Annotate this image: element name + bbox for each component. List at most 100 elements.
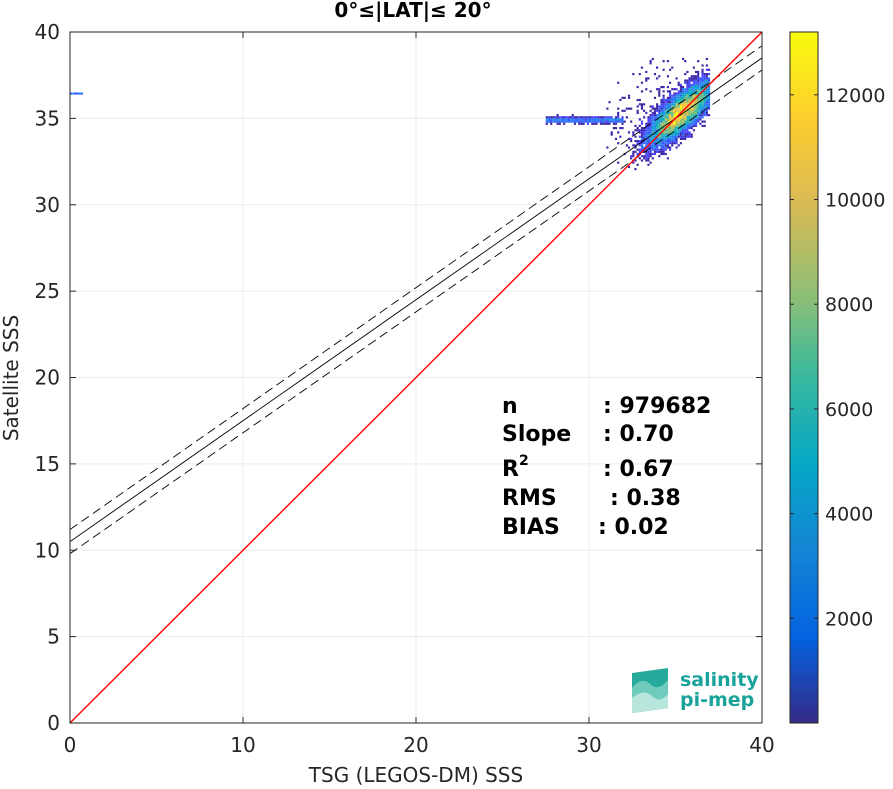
density-bin [660, 85, 663, 89]
density-bin [649, 127, 652, 130]
density-bin [671, 101, 674, 104]
density-bin [576, 120, 579, 123]
density-bin [694, 79, 698, 82]
density-bin [677, 120, 680, 123]
density-bin [666, 101, 670, 104]
density-bin [681, 131, 685, 134]
density-bin [673, 135, 676, 138]
density-bin [707, 94, 711, 97]
density-bin [591, 116, 594, 119]
density-bin [688, 79, 691, 82]
density-bin [697, 103, 700, 106]
colorbar-tick-label: 2000 [825, 608, 873, 630]
density-bin [666, 60, 670, 63]
density-bin [686, 92, 689, 95]
density-bin [649, 60, 652, 63]
density-bin [707, 103, 711, 106]
density-bin [550, 116, 553, 119]
density-bin [686, 101, 689, 104]
density-bin [645, 129, 648, 132]
density-bin [656, 133, 659, 136]
density-bin [669, 137, 672, 140]
density-bin [619, 135, 622, 138]
density-bin [640, 107, 644, 110]
density-bin [580, 118, 583, 121]
density-bin [697, 83, 700, 86]
density-bin [690, 94, 693, 97]
density-bin [703, 103, 706, 106]
density-bin [703, 83, 706, 86]
density-bin [580, 122, 583, 125]
density-bin [612, 122, 615, 125]
density-bin [692, 105, 695, 108]
density-bin [632, 144, 635, 147]
density-bin [707, 92, 711, 95]
density-bin [673, 114, 676, 117]
density-bin [664, 122, 667, 125]
density-bin [653, 142, 657, 145]
density-bin [604, 118, 607, 121]
stat-r2-sup: 2 [519, 453, 529, 469]
stat-r2-label: R2 [502, 453, 529, 482]
density-bin [684, 96, 687, 99]
density-bin [673, 124, 676, 128]
density-bin [653, 118, 657, 121]
density-bin [656, 150, 659, 153]
density-bin [671, 142, 674, 145]
density-bin [677, 129, 680, 132]
density-bin [669, 98, 672, 102]
density-bin [656, 109, 659, 112]
density-bin [681, 98, 685, 102]
density-bin [658, 127, 661, 130]
density-bin [686, 88, 689, 91]
density-bin [669, 114, 672, 117]
density-bin [666, 111, 670, 115]
density-bin [690, 79, 693, 82]
density-bin [621, 120, 624, 123]
density-bin [697, 120, 700, 123]
density-bin [703, 85, 706, 89]
density-bin [632, 73, 635, 76]
density-bin [651, 148, 654, 151]
density-bin [692, 75, 695, 78]
density-bin [608, 116, 611, 119]
density-bin [599, 122, 602, 125]
density-bin [658, 155, 661, 158]
density-bin [701, 116, 704, 119]
density-bin [673, 139, 676, 143]
density-bin [694, 83, 698, 86]
density-bin [627, 131, 631, 134]
density-bin [658, 120, 661, 123]
density-bin [699, 81, 702, 84]
density-bin [604, 120, 607, 123]
density-bin [669, 111, 672, 115]
density-bin [697, 109, 700, 112]
density-bin [653, 120, 657, 123]
density-bin [653, 139, 657, 143]
density-bin [692, 122, 695, 125]
density-bin [617, 111, 620, 115]
stat-bias-label: BIAS [502, 515, 560, 540]
density-bin [582, 122, 585, 125]
density-bin [675, 142, 678, 145]
density-bin [675, 122, 678, 125]
density-bin [634, 168, 637, 171]
density-bin [651, 131, 654, 134]
density-bin [681, 127, 685, 130]
density-bin [662, 120, 665, 123]
density-bin [690, 116, 693, 119]
density-bin [694, 81, 698, 84]
density-bin [630, 157, 633, 160]
density-bin [675, 77, 678, 80]
density-bin [690, 75, 693, 78]
density-bin [647, 152, 650, 156]
density-bin [692, 107, 695, 110]
density-bin [656, 144, 659, 147]
density-bin [580, 116, 583, 119]
density-bin [688, 92, 691, 95]
density-bin [675, 137, 678, 140]
density-bin [688, 111, 691, 115]
density-bin [675, 120, 678, 123]
density-bin [673, 122, 676, 125]
density-bin [705, 75, 708, 78]
